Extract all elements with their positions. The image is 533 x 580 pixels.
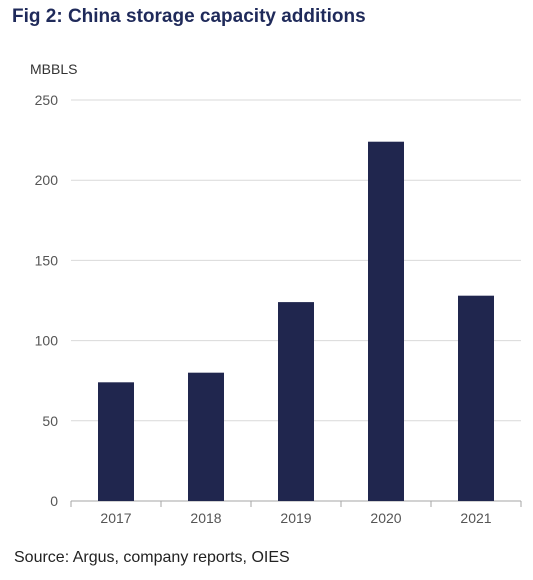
y-axis-unit-label: MBBLS [30,61,78,77]
bar-2019 [278,302,314,501]
source-note: Source: Argus, company reports, OIES [14,549,290,566]
y-tick-label: 200 [35,172,59,188]
y-tick-label: 50 [42,413,58,429]
y-tick-label: 250 [35,92,59,108]
x-tick-label: 2018 [190,510,221,526]
chart-title: Fig 2: China storage capacity additions [12,6,366,27]
y-tick-label: 150 [35,252,59,268]
x-tick-label: 2020 [370,510,401,526]
y-tick-label: 100 [35,333,59,349]
bar-2018 [188,372,224,501]
y-tick-label: 0 [50,493,58,509]
x-tick-label: 2021 [460,510,491,526]
bar-2020 [368,141,404,502]
bar-2017 [98,382,134,501]
x-tick-label: 2019 [280,510,311,526]
bar-2021 [458,295,494,501]
x-tick-label: 2017 [100,510,131,526]
